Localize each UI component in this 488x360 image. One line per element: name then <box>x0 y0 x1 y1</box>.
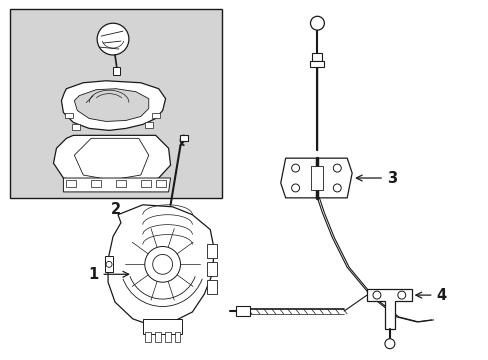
Polygon shape <box>280 158 351 198</box>
Bar <box>105 256 113 272</box>
Bar <box>312 53 322 61</box>
Bar <box>236 306 249 316</box>
Polygon shape <box>61 81 165 130</box>
Bar <box>10 9 222 198</box>
Bar <box>207 280 217 294</box>
Circle shape <box>152 255 172 274</box>
Circle shape <box>333 164 341 172</box>
Bar <box>65 113 73 118</box>
Circle shape <box>310 16 324 30</box>
Text: 1: 1 <box>88 267 128 282</box>
Text: 4: 4 <box>415 288 446 303</box>
Bar <box>144 122 152 129</box>
Bar <box>155 180 165 187</box>
Bar <box>180 135 188 141</box>
Bar <box>72 125 80 130</box>
Polygon shape <box>366 289 411 329</box>
Bar <box>164 332 170 342</box>
Circle shape <box>144 247 180 282</box>
Polygon shape <box>108 205 214 326</box>
Bar <box>311 166 323 190</box>
Circle shape <box>397 291 405 299</box>
Circle shape <box>384 339 394 349</box>
Bar <box>142 319 182 334</box>
Bar <box>207 262 217 276</box>
Text: 3: 3 <box>356 171 396 185</box>
Bar <box>207 244 217 258</box>
Polygon shape <box>74 89 148 121</box>
Text: 2: 2 <box>111 202 121 217</box>
Bar <box>174 332 180 342</box>
Polygon shape <box>63 178 170 192</box>
Bar <box>144 332 150 342</box>
Circle shape <box>333 184 341 192</box>
Bar <box>113 67 120 75</box>
Circle shape <box>372 291 380 299</box>
Bar <box>151 113 160 118</box>
Bar <box>154 332 161 342</box>
Circle shape <box>291 164 299 172</box>
Polygon shape <box>53 135 170 188</box>
Bar <box>91 180 101 187</box>
Bar <box>310 61 324 67</box>
Circle shape <box>291 184 299 192</box>
Circle shape <box>97 23 129 55</box>
Circle shape <box>106 261 112 267</box>
Bar <box>66 180 76 187</box>
Polygon shape <box>74 138 148 180</box>
Bar <box>116 180 126 187</box>
Bar <box>141 180 150 187</box>
